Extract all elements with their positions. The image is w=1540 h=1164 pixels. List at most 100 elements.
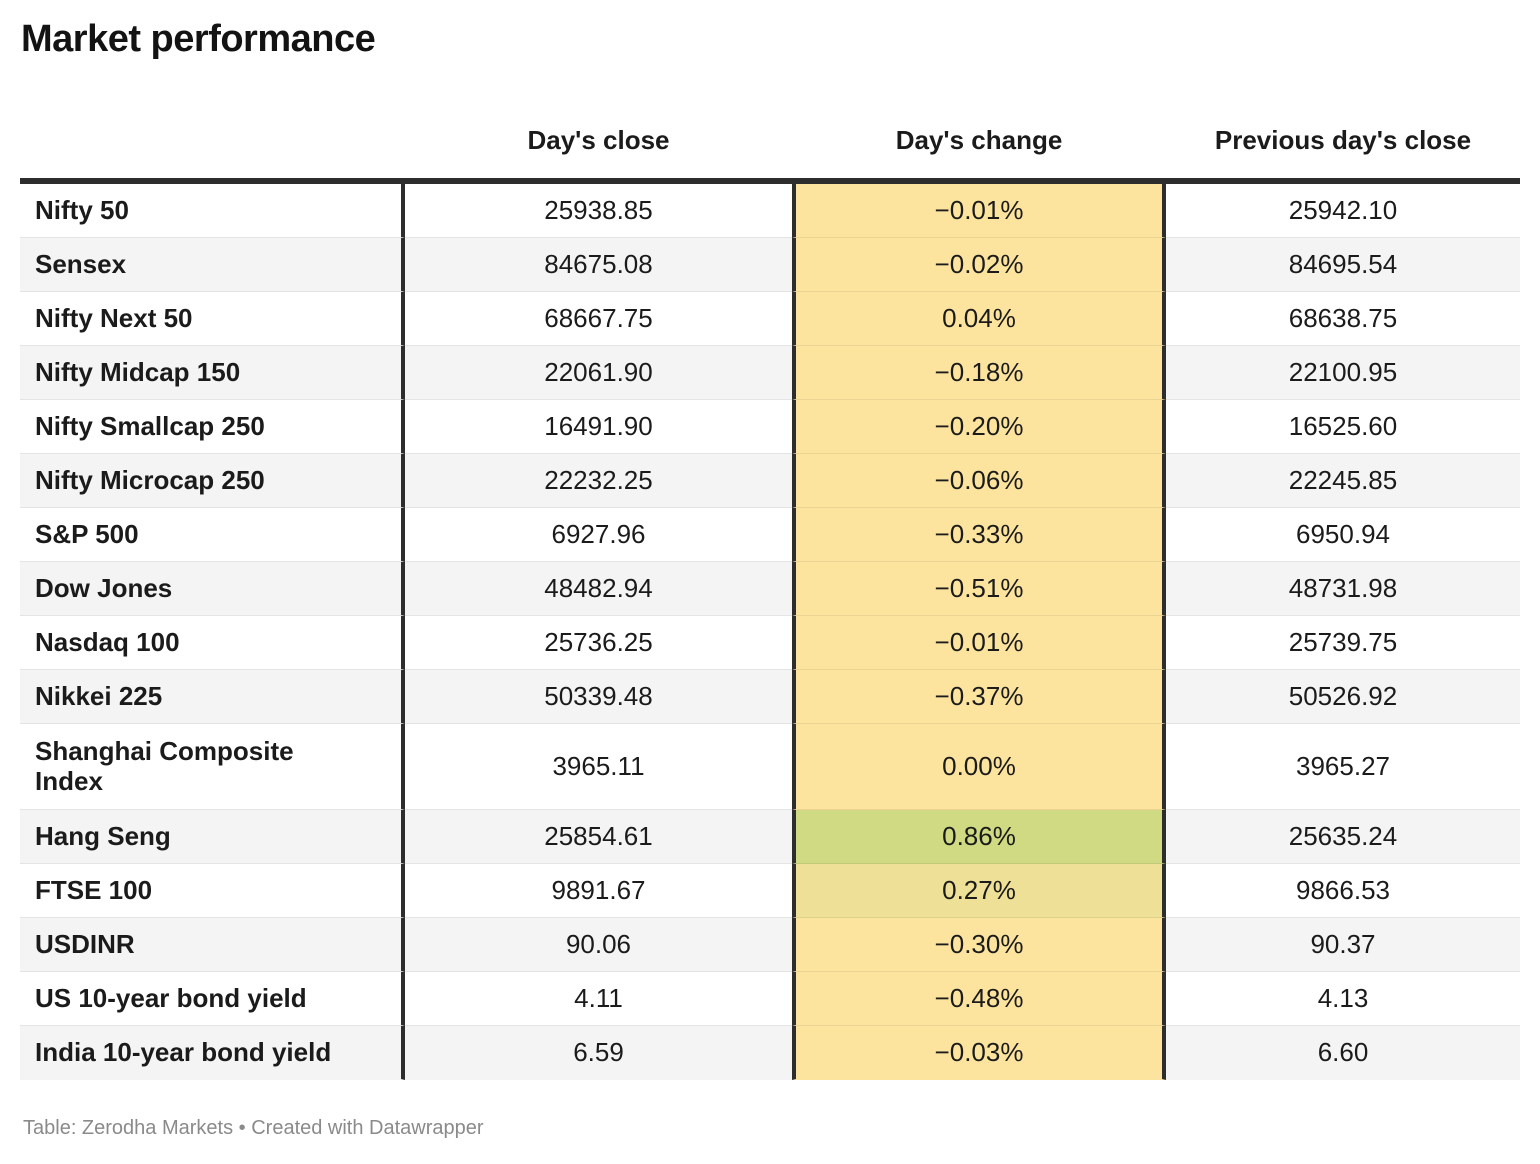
days-change-cell: 0.04% (792, 292, 1166, 346)
row-label-cell: Nikkei 225 (20, 670, 405, 724)
table-row: FTSE 100 9891.67 0.27% 9866.53 (20, 864, 1520, 918)
previous-close-cell: 3965.27 (1166, 724, 1520, 810)
days-change-cell: 0.27% (792, 864, 1166, 918)
days-change-cell: −0.48% (792, 972, 1166, 1026)
row-label: USDINR (35, 928, 135, 959)
table-row: Hang Seng 25854.61 0.86% 25635.24 (20, 810, 1520, 864)
row-label: Nifty Smallcap 250 (35, 410, 265, 441)
days-close-cell: 90.06 (405, 918, 792, 972)
table-row: S&P 500 6927.96 −0.33% 6950.94 (20, 508, 1520, 562)
previous-close-cell: 25739.75 (1166, 616, 1520, 670)
row-label: Dow Jones (35, 572, 173, 603)
row-label: Sensex (35, 248, 127, 279)
row-label: FTSE 100 (35, 874, 153, 905)
days-close-cell: 16491.90 (405, 400, 792, 454)
days-close-cell: 9891.67 (405, 864, 792, 918)
days-close-cell: 25736.25 (405, 616, 792, 670)
table-row: Dow Jones 48482.94 −0.51% 48731.98 (20, 562, 1520, 616)
row-label-cell: US 10-year bond yield (20, 972, 405, 1026)
column-header-days-change: Day's change (895, 125, 1063, 155)
page-title: Market performance (21, 18, 376, 60)
previous-close-cell: 90.37 (1166, 918, 1520, 972)
row-label: Nikkei 225 (35, 680, 163, 711)
days-close-cell: 25854.61 (405, 810, 792, 864)
previous-close-cell: 16525.60 (1166, 400, 1520, 454)
row-label-cell: Shanghai Composite Index (20, 724, 405, 810)
previous-close-cell: 6.60 (1166, 1026, 1520, 1080)
days-change-cell: −0.03% (792, 1026, 1166, 1080)
row-label-cell: Hang Seng (20, 810, 405, 864)
row-label-cell: Dow Jones (20, 562, 405, 616)
table-row: Shanghai Composite Index 3965.11 0.00% 3… (20, 724, 1520, 810)
days-change-cell: −0.18% (792, 346, 1166, 400)
table-footer-credit: Table: Zerodha Markets • Created with Da… (23, 1117, 484, 1139)
previous-close-cell: 25635.24 (1166, 810, 1520, 864)
days-change-cell: −0.01% (792, 184, 1166, 238)
row-label-cell: Nifty Midcap 150 (20, 346, 405, 400)
row-label: Nifty 50 (35, 194, 129, 225)
column-header-previous-close: Previous day's close (1214, 125, 1472, 155)
days-change-cell: −0.20% (792, 400, 1166, 454)
days-close-cell: 22232.25 (405, 454, 792, 508)
table-row: Nifty Midcap 150 22061.90 −0.18% 22100.9… (20, 346, 1520, 400)
days-close-cell: 84675.08 (405, 238, 792, 292)
row-label-cell: Nifty Smallcap 250 (20, 400, 405, 454)
previous-close-cell: 22245.85 (1166, 454, 1520, 508)
days-close-cell: 25938.85 (405, 184, 792, 238)
days-close-cell: 48482.94 (405, 562, 792, 616)
days-change-cell: −0.33% (792, 508, 1166, 562)
row-label-cell: Sensex (20, 238, 405, 292)
row-label-cell: USDINR (20, 918, 405, 972)
days-close-cell: 22061.90 (405, 346, 792, 400)
days-change-cell: 0.86% (792, 810, 1166, 864)
row-label: Nifty Microcap 250 (35, 464, 265, 495)
row-label: Hang Seng (35, 820, 171, 851)
table-row: India 10-year bond yield 6.59 −0.03% 6.6… (20, 1026, 1520, 1080)
row-label: India 10-year bond yield (35, 1036, 332, 1067)
row-label-cell: FTSE 100 (20, 864, 405, 918)
previous-close-cell: 22100.95 (1166, 346, 1520, 400)
previous-close-cell: 4.13 (1166, 972, 1520, 1026)
row-label-cell: Nifty Microcap 250 (20, 454, 405, 508)
days-close-cell: 50339.48 (405, 670, 792, 724)
column-header-days-close: Day's close (527, 125, 670, 155)
previous-close-cell: 50526.92 (1166, 670, 1520, 724)
days-change-cell: −0.06% (792, 454, 1166, 508)
days-close-cell: 4.11 (405, 972, 792, 1026)
previous-close-cell: 68638.75 (1166, 292, 1520, 346)
table-row: Nifty 50 25938.85 −0.01% 25942.10 (20, 184, 1520, 238)
table-row: Nikkei 225 50339.48 −0.37% 50526.92 (20, 670, 1520, 724)
previous-close-cell: 25942.10 (1166, 184, 1520, 238)
row-label: Nasdaq 100 (35, 626, 180, 657)
row-label-cell: S&P 500 (20, 508, 405, 562)
days-change-cell: −0.51% (792, 562, 1166, 616)
previous-close-cell: 48731.98 (1166, 562, 1520, 616)
row-label-cell: Nasdaq 100 (20, 616, 405, 670)
row-label-cell: Nifty 50 (20, 184, 405, 238)
row-label: Nifty Midcap 150 (35, 356, 241, 387)
previous-close-cell: 6950.94 (1166, 508, 1520, 562)
days-close-cell: 68667.75 (405, 292, 792, 346)
row-label: Shanghai Composite Index (35, 735, 294, 796)
table-row: USDINR 90.06 −0.30% 90.37 (20, 918, 1520, 972)
row-label: Nifty Next 50 (35, 302, 193, 333)
table-row: Sensex 84675.08 −0.02% 84695.54 (20, 238, 1520, 292)
days-change-cell: −0.37% (792, 670, 1166, 724)
table-row: US 10-year bond yield 4.11 −0.48% 4.13 (20, 972, 1520, 1026)
days-close-cell: 3965.11 (405, 724, 792, 810)
row-label: S&P 500 (35, 518, 139, 549)
table-header-row: Day's close Day's change Previous day's … (20, 125, 1520, 156)
table-body: Nifty 50 25938.85 −0.01% 25942.10 Sensex… (20, 184, 1520, 1080)
days-close-cell: 6.59 (405, 1026, 792, 1080)
row-label: US 10-year bond yield (35, 982, 307, 1013)
days-change-cell: −0.02% (792, 238, 1166, 292)
table-row: Nasdaq 100 25736.25 −0.01% 25739.75 (20, 616, 1520, 670)
table-row: Nifty Next 50 68667.75 0.04% 68638.75 (20, 292, 1520, 346)
table-row: Nifty Smallcap 250 16491.90 −0.20% 16525… (20, 400, 1520, 454)
market-table: Nifty 50 25938.85 −0.01% 25942.10 Sensex… (20, 178, 1520, 1080)
table-row: Nifty Microcap 250 22232.25 −0.06% 22245… (20, 454, 1520, 508)
row-label-cell: Nifty Next 50 (20, 292, 405, 346)
days-change-cell: −0.01% (792, 616, 1166, 670)
row-label-cell: India 10-year bond yield (20, 1026, 405, 1080)
